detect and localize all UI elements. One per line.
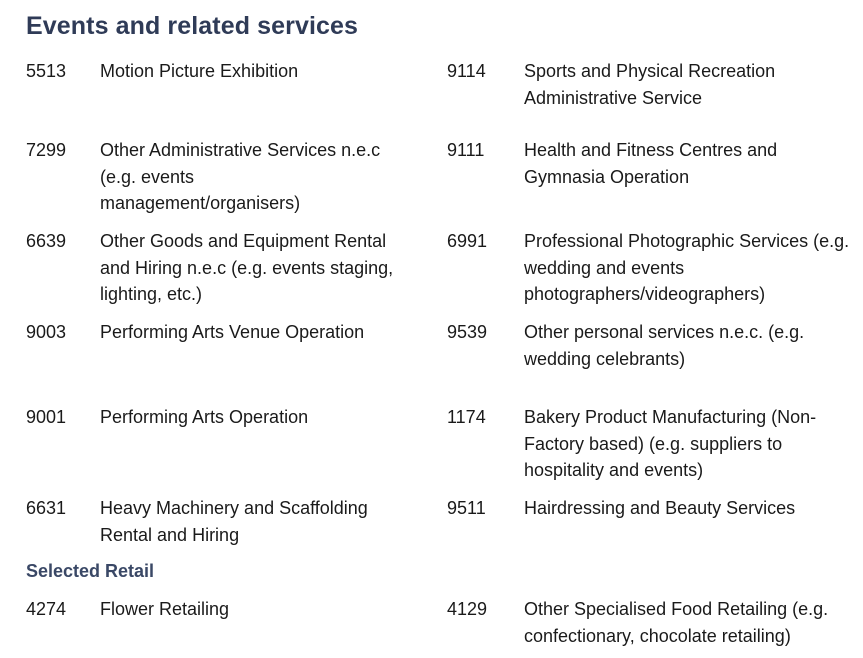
industry-code: 9114 — [447, 61, 486, 81]
industry-code: 1174 — [447, 407, 486, 427]
industry-description: Flower Retailing — [100, 599, 230, 619]
industry-description: Other Specialised Food Retailing (e.g. c… — [524, 599, 829, 646]
industry-description: Performing Arts Venue Operation — [100, 322, 365, 342]
industry-code: 9111 — [447, 140, 485, 160]
industry-description: Motion Picture Exhibition — [100, 61, 299, 81]
industry-description: Other personal services n.e.c. (e.g. wed… — [524, 322, 805, 369]
industry-code: 9511 — [447, 498, 486, 518]
industry-description: Health and Fitness Centres and Gymnasia … — [524, 140, 778, 187]
industry-description: Other Administrative Services n.e.c (e.g… — [100, 140, 381, 213]
industry-description: Performing Arts Operation — [100, 407, 309, 427]
industry-code: 9539 — [447, 322, 488, 342]
industry-code: 7299 — [26, 140, 67, 160]
industry-description: Bakery Product Manufacturing (Non- Facto… — [524, 407, 817, 480]
industry-code: 5513 — [26, 61, 67, 81]
industry-description: Hairdressing and Beauty Services — [524, 498, 796, 518]
industry-code: 6991 — [447, 231, 488, 251]
industry-code: 6631 — [26, 498, 67, 518]
industry-description: Other Goods and Equipment Rental and Hir… — [100, 231, 394, 304]
industry-code: 6639 — [26, 231, 67, 251]
section-title: Events and related services — [26, 12, 359, 40]
industry-code: 9001 — [26, 407, 67, 427]
industry-description: Heavy Machinery and Scaffolding Rental a… — [100, 498, 368, 545]
industry-code: 4129 — [447, 599, 488, 619]
retail-section-title: Selected Retail — [26, 561, 155, 581]
industry-code: 4274 — [26, 599, 67, 619]
industry-code: 9003 — [26, 322, 67, 342]
industry-description: Sports and Physical Recreation Administr… — [524, 61, 776, 108]
industry-description: Professional Photographic Services (e.g.… — [524, 231, 850, 304]
